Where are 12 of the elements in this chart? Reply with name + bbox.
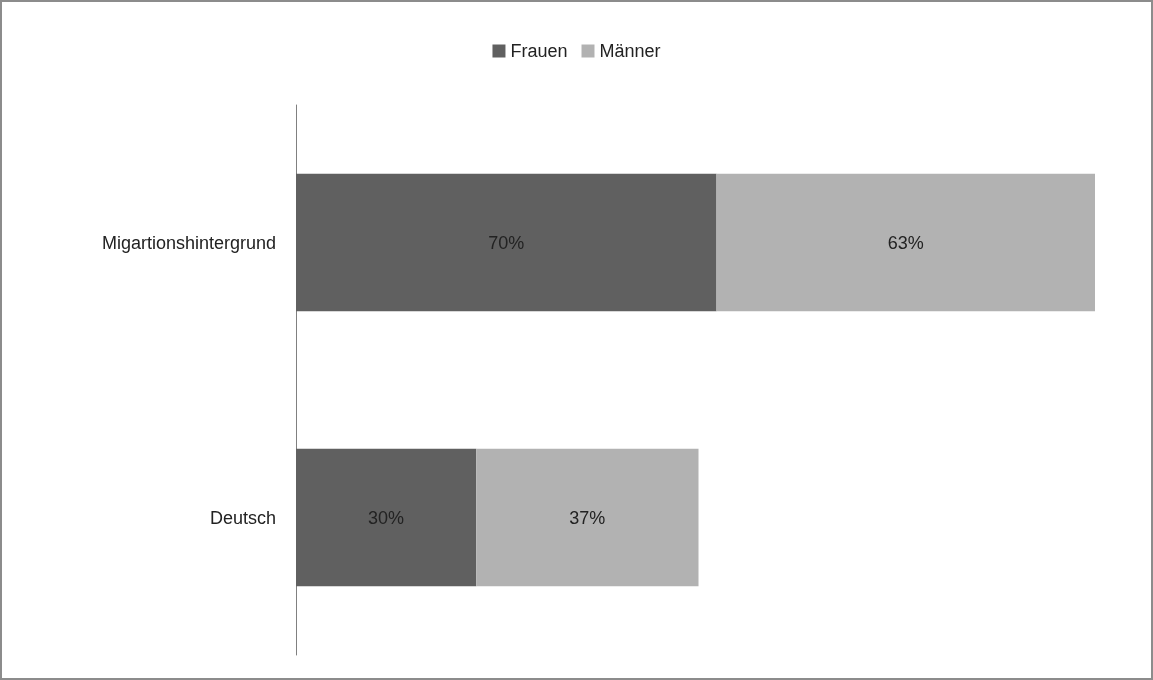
- legend-label: Männer: [599, 41, 661, 61]
- data-label: 70%: [488, 232, 525, 253]
- legend-label: Frauen: [510, 41, 568, 61]
- bar: [476, 448, 699, 587]
- y-tick-label: Migartionshintergrund: [101, 232, 276, 253]
- data-label: 30%: [368, 507, 405, 528]
- bar: [716, 173, 1095, 312]
- bar: [296, 448, 477, 587]
- bar: [296, 173, 717, 312]
- data-label: 63%: [887, 232, 924, 253]
- data-label: 37%: [569, 507, 606, 528]
- y-tick-label: Deutsch: [209, 507, 276, 528]
